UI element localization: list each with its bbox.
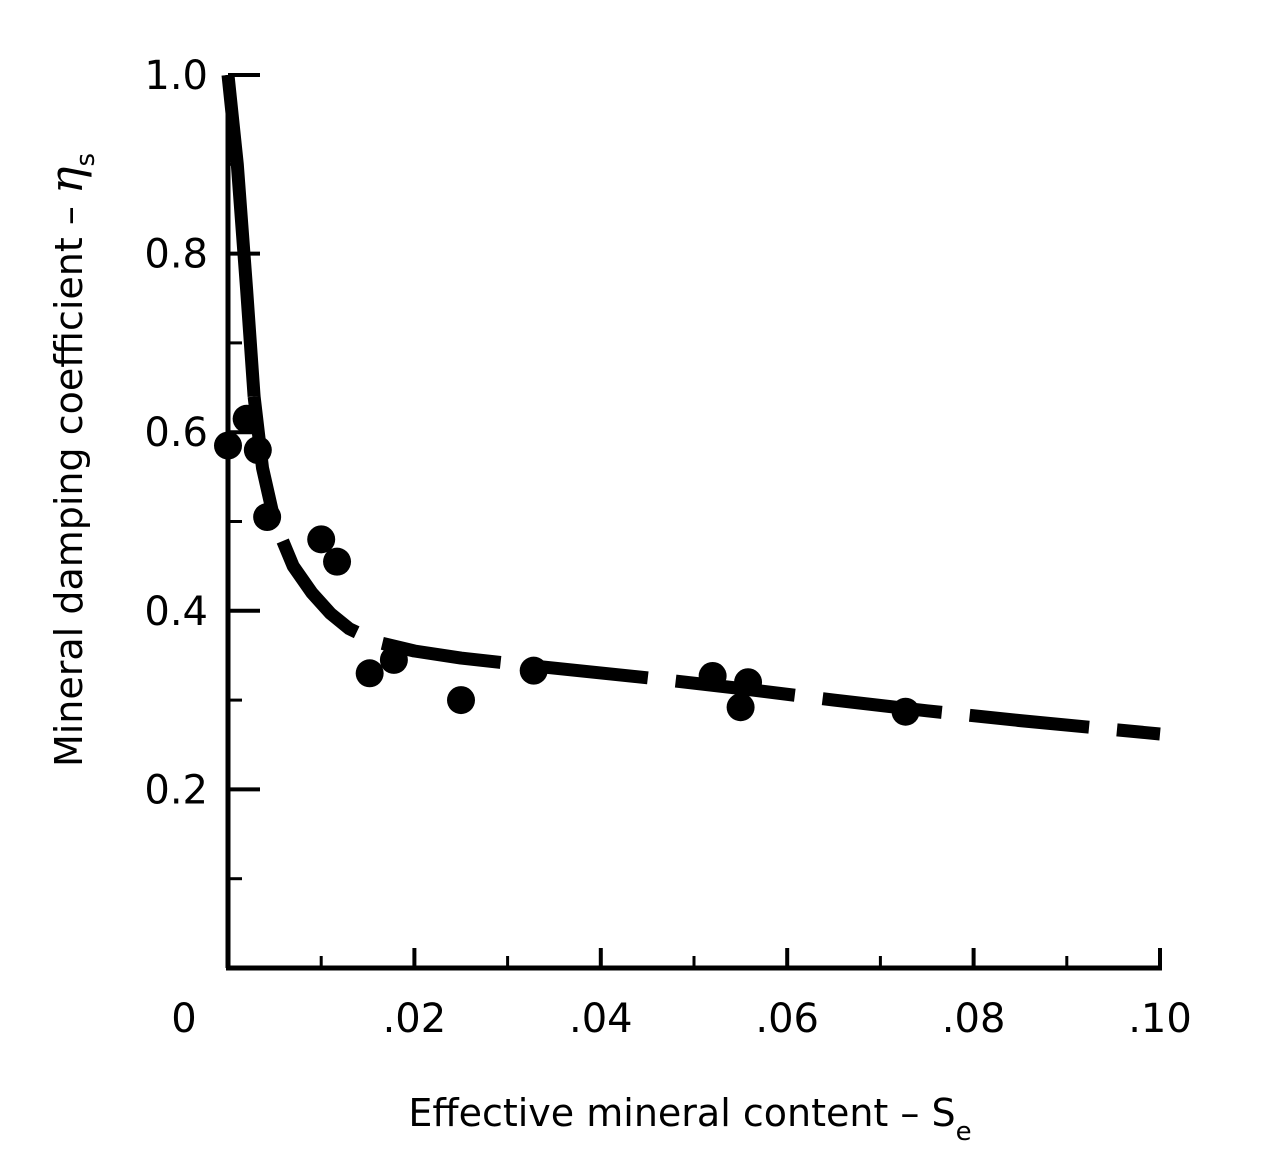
x-tick-label: .06	[755, 996, 819, 1042]
curve-solid-segment	[221, 74, 261, 397]
x-tick-label: .02	[383, 996, 447, 1042]
axes	[225, 73, 1162, 971]
x-tick-label: 0	[171, 996, 196, 1042]
data-point	[519, 656, 548, 685]
y-tick-label: 0.4	[144, 589, 208, 635]
y-tick-label: 0.8	[144, 232, 208, 278]
y-tick-label: 0.2	[144, 767, 208, 813]
data-point	[447, 686, 475, 715]
data-point	[214, 431, 242, 460]
x-tick-label: .04	[569, 996, 633, 1042]
tick-labels: 0 .02 .04 .06 .08 .10 0.2 0.4 0.6 0.8 1.0	[144, 53, 1191, 1042]
x-tick-label: .10	[1128, 996, 1192, 1042]
data-point	[379, 645, 408, 674]
y-axis-title-subscript: s	[71, 153, 101, 167]
curve-dashed-segment	[247, 395, 1161, 741]
data-point	[698, 661, 727, 690]
fit-curve	[221, 74, 1161, 741]
data-point	[307, 525, 336, 554]
x-axis-title: Effective mineral content – Se	[408, 1091, 971, 1147]
data-point	[232, 404, 261, 433]
data-point	[734, 668, 763, 697]
data-point	[323, 547, 352, 576]
y-axis-title: Mineral damping coefficient – ηs	[39, 153, 101, 767]
y-axis-title-symbol: η	[39, 166, 93, 194]
data-point	[355, 659, 384, 688]
data-point	[243, 436, 272, 465]
x-axis-title-subscript: e	[956, 1117, 972, 1147]
data-point	[253, 503, 282, 532]
x-axis-title-text: Effective mineral content – S	[408, 1091, 955, 1135]
y-axis-title-text: Mineral damping coefficient –	[47, 194, 91, 767]
data-point	[726, 693, 755, 722]
y-tick-label: 1.0	[144, 53, 208, 99]
x-tick-label: .08	[942, 996, 1006, 1042]
data-point	[891, 697, 920, 726]
data-points	[214, 404, 920, 726]
y-tick-label: 0.6	[144, 410, 208, 456]
